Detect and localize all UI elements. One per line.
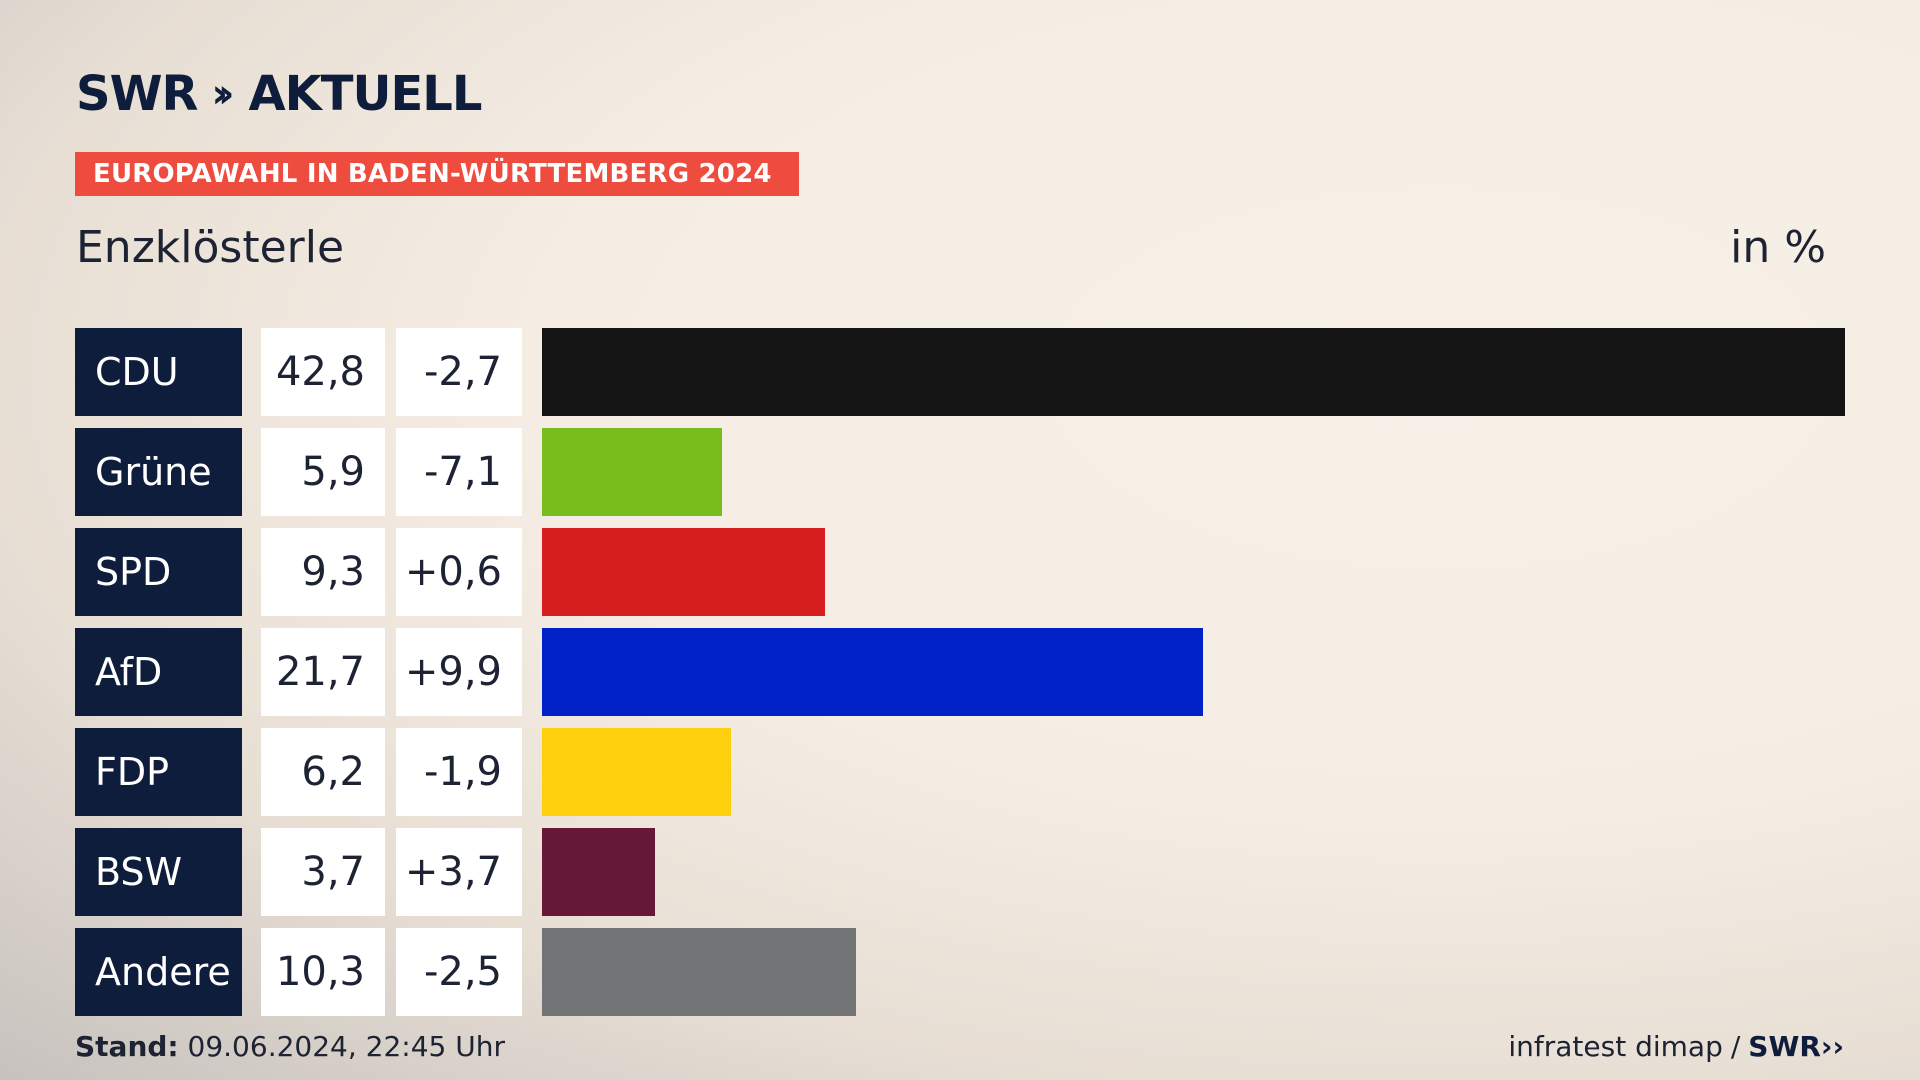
vote-share-value: 3,7	[261, 828, 385, 916]
source-separator: /	[1730, 1030, 1741, 1063]
result-bar	[542, 528, 826, 616]
result-bar	[542, 928, 856, 1016]
logo-swr-text: SWR	[76, 66, 198, 122]
vote-share-value: 21,7	[261, 628, 385, 716]
vote-share-value: 42,8	[261, 328, 385, 416]
party-label: SPD	[75, 528, 242, 616]
result-bar	[542, 428, 722, 516]
party-label: Andere	[75, 928, 242, 1016]
party-label: FDP	[75, 728, 242, 816]
party-label: CDU	[75, 328, 242, 416]
party-label: AfD	[75, 628, 242, 716]
party-label: Grüne	[75, 428, 242, 516]
change-value: +3,7	[396, 828, 522, 916]
vote-share-value: 9,3	[261, 528, 385, 616]
result-bar	[542, 828, 655, 916]
vote-share-value: 5,9	[261, 428, 385, 516]
change-value: +0,6	[396, 528, 522, 616]
vote-share-value: 10,3	[261, 928, 385, 1016]
source-text: infratest dimap	[1508, 1030, 1723, 1063]
vote-share-value: 6,2	[261, 728, 385, 816]
stand-value: 09.06.2024, 22:45 Uhr	[187, 1030, 505, 1063]
change-value: -2,5	[396, 928, 522, 1016]
region-title: Enzklösterle	[76, 222, 345, 273]
result-bar	[542, 728, 731, 816]
swr-aktuell-logo: SWR ›› AKTUELL	[76, 66, 482, 122]
stand-label: Stand:	[75, 1030, 179, 1063]
change-value: -1,9	[396, 728, 522, 816]
result-bar	[542, 328, 1845, 416]
change-value: +9,9	[396, 628, 522, 716]
logo-aktuell-text: AKTUELL	[248, 66, 482, 122]
timestamp: Stand: 09.06.2024, 22:45 Uhr	[75, 1030, 505, 1063]
swr-mini-logo: SWR››	[1748, 1030, 1844, 1063]
unit-label: in %	[1730, 222, 1826, 273]
change-value: -2,7	[396, 328, 522, 416]
chevron-right-icon: ››	[1820, 1030, 1844, 1063]
party-label: BSW	[75, 828, 242, 916]
election-tag: EUROPAWAHL IN BADEN-WÜRTTEMBERG 2024	[75, 152, 799, 196]
result-bar	[542, 628, 1203, 716]
swr-mini-text: SWR	[1748, 1030, 1821, 1063]
source-credit: infratest dimap / SWR››	[1508, 1030, 1844, 1063]
change-value: -7,1	[396, 428, 522, 516]
chevron-right-icon: ››	[211, 71, 234, 117]
